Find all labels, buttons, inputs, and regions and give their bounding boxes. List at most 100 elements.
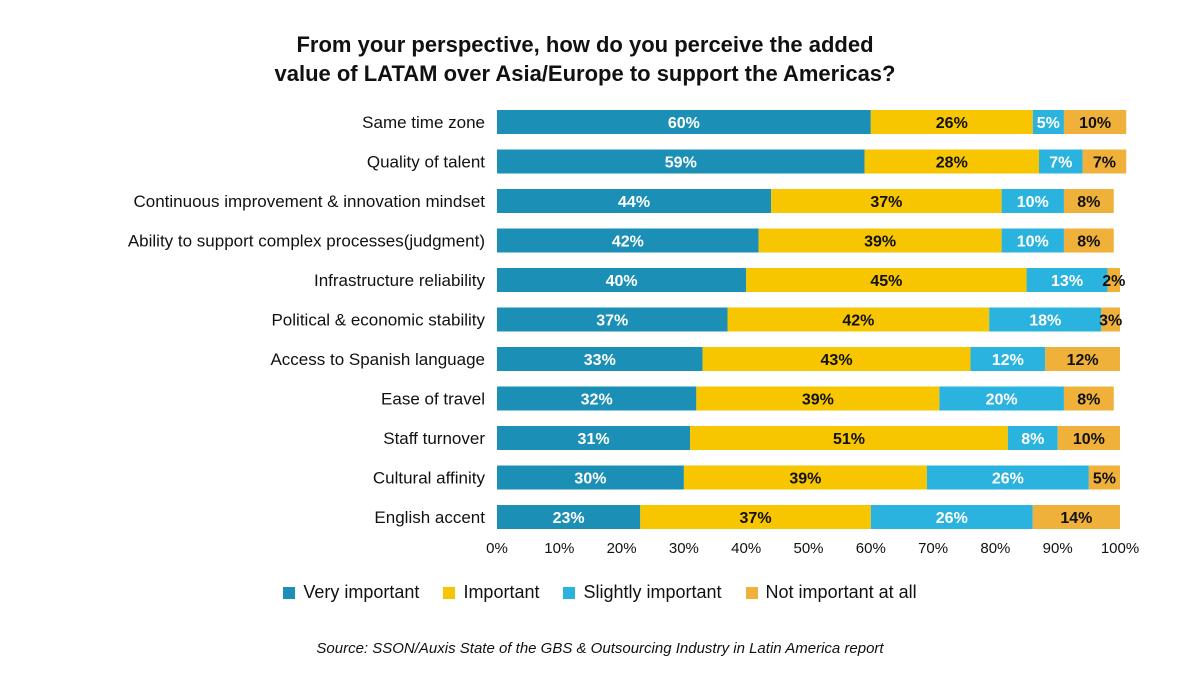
legend-label: Not important at all — [765, 582, 917, 602]
bar-segment — [497, 110, 871, 134]
legend-item-important: Important — [443, 582, 539, 603]
legend-label: Very important — [303, 582, 420, 602]
legend-item-not-important: Not important at all — [745, 582, 917, 603]
bar-segment — [497, 426, 691, 450]
legend-item-very-important: Very important — [283, 582, 419, 603]
bar-segment — [690, 426, 1008, 450]
data-label: 28% — [936, 155, 968, 172]
data-label: 59% — [665, 155, 697, 172]
bar-segment — [497, 307, 728, 332]
data-label: 3% — [1099, 313, 1122, 330]
data-label: 10% — [1017, 194, 1049, 211]
x-tick-label: 10% — [544, 540, 574, 557]
data-label: 12% — [992, 352, 1024, 369]
bar-segment — [864, 149, 1040, 174]
bar-segment — [1032, 505, 1120, 529]
category-label: Ease of travel — [381, 390, 485, 409]
data-label: 5% — [1037, 115, 1060, 132]
data-label: 2% — [1102, 273, 1125, 290]
data-label: 42% — [842, 313, 874, 330]
bar-segment — [870, 110, 1033, 134]
category-label: Same time zone — [362, 113, 485, 132]
data-label: 26% — [936, 510, 968, 527]
x-tick-label: 70% — [918, 540, 948, 557]
data-label: 8% — [1077, 392, 1100, 409]
bar-segment — [939, 386, 1064, 411]
data-label: 26% — [992, 471, 1024, 488]
category-label: Access to Spanish language — [270, 350, 485, 369]
data-label: 43% — [821, 352, 853, 369]
data-label: 5% — [1093, 471, 1116, 488]
bar-segment — [970, 347, 1046, 371]
category-label: Continuous improvement & innovation mind… — [133, 192, 485, 211]
bar-segment — [497, 189, 772, 213]
legend-swatch — [443, 586, 456, 599]
data-label: 39% — [864, 234, 896, 251]
legend: Very important Important Slightly import… — [0, 582, 1200, 603]
data-label: 39% — [802, 392, 834, 409]
source-note: Source: SSON/Auxis State of the GBS & Ou… — [316, 640, 884, 657]
bar-segment — [497, 149, 865, 174]
bar-segment — [683, 465, 927, 490]
data-label: 37% — [596, 313, 628, 330]
bar-segment — [870, 505, 1033, 529]
x-tick-label: 80% — [980, 540, 1010, 557]
bar-segment — [771, 189, 1002, 213]
bar-segment — [497, 228, 759, 253]
category-label: Political & economic stability — [271, 311, 485, 330]
data-label: 42% — [612, 234, 644, 251]
category-label: English accent — [374, 508, 485, 527]
data-label: 8% — [1077, 234, 1100, 251]
data-label: 37% — [740, 510, 772, 527]
category-label: Cultural affinity — [373, 469, 486, 488]
x-tick-label: 0% — [486, 540, 508, 557]
legend-item-slightly-important: Slightly important — [563, 582, 722, 603]
data-label: 31% — [578, 431, 610, 448]
bar-segment — [1063, 110, 1127, 134]
x-tick-label: 40% — [731, 540, 761, 557]
chart-title-line-2: value of LATAM over Asia/Europe to suppo… — [274, 61, 896, 86]
bar-segment — [497, 347, 703, 371]
bar-segment — [746, 268, 1027, 292]
bar-segment — [1057, 426, 1120, 450]
data-label: 23% — [553, 510, 585, 527]
x-tick-label: 50% — [793, 540, 823, 557]
bar-segment — [989, 307, 1102, 332]
bar-segment — [1101, 307, 1120, 332]
bar-segment — [1026, 268, 1108, 292]
bar-segment — [1088, 465, 1120, 490]
bar-segment — [497, 465, 684, 490]
bar-segment — [1001, 228, 1064, 253]
bar-segment — [926, 465, 1089, 490]
legend-label: Slightly important — [583, 582, 722, 602]
data-label: 10% — [1017, 234, 1049, 251]
data-label: 60% — [668, 115, 700, 132]
bar-segment — [497, 505, 641, 529]
data-label: 30% — [574, 471, 606, 488]
category-label: Infrastructure reliability — [314, 271, 486, 290]
data-label: 7% — [1093, 155, 1116, 172]
data-label: 10% — [1079, 115, 1111, 132]
data-label: 8% — [1077, 194, 1100, 211]
data-label: 26% — [936, 115, 968, 132]
category-label: Staff turnover — [383, 429, 485, 448]
data-label: 20% — [986, 392, 1018, 409]
chart-title: From your perspective, how do you percei… — [0, 30, 1170, 88]
bar-segment — [497, 268, 747, 292]
bar-segment — [1082, 149, 1127, 174]
bar-segment — [758, 228, 1002, 253]
bar-segment — [640, 505, 871, 529]
data-label: 45% — [870, 273, 902, 290]
bar-segment — [1007, 426, 1058, 450]
data-label: 37% — [870, 194, 902, 211]
data-label: 51% — [833, 431, 865, 448]
x-tick-label: 100% — [1101, 540, 1139, 557]
data-label: 8% — [1021, 431, 1044, 448]
legend-swatch — [563, 586, 576, 599]
bar-segment — [497, 386, 697, 411]
bar-segment — [696, 386, 940, 411]
category-label: Quality of talent — [367, 153, 485, 172]
bar-segment — [1063, 189, 1114, 213]
bar-segment — [727, 307, 990, 332]
x-tick-label: 90% — [1043, 540, 1073, 557]
